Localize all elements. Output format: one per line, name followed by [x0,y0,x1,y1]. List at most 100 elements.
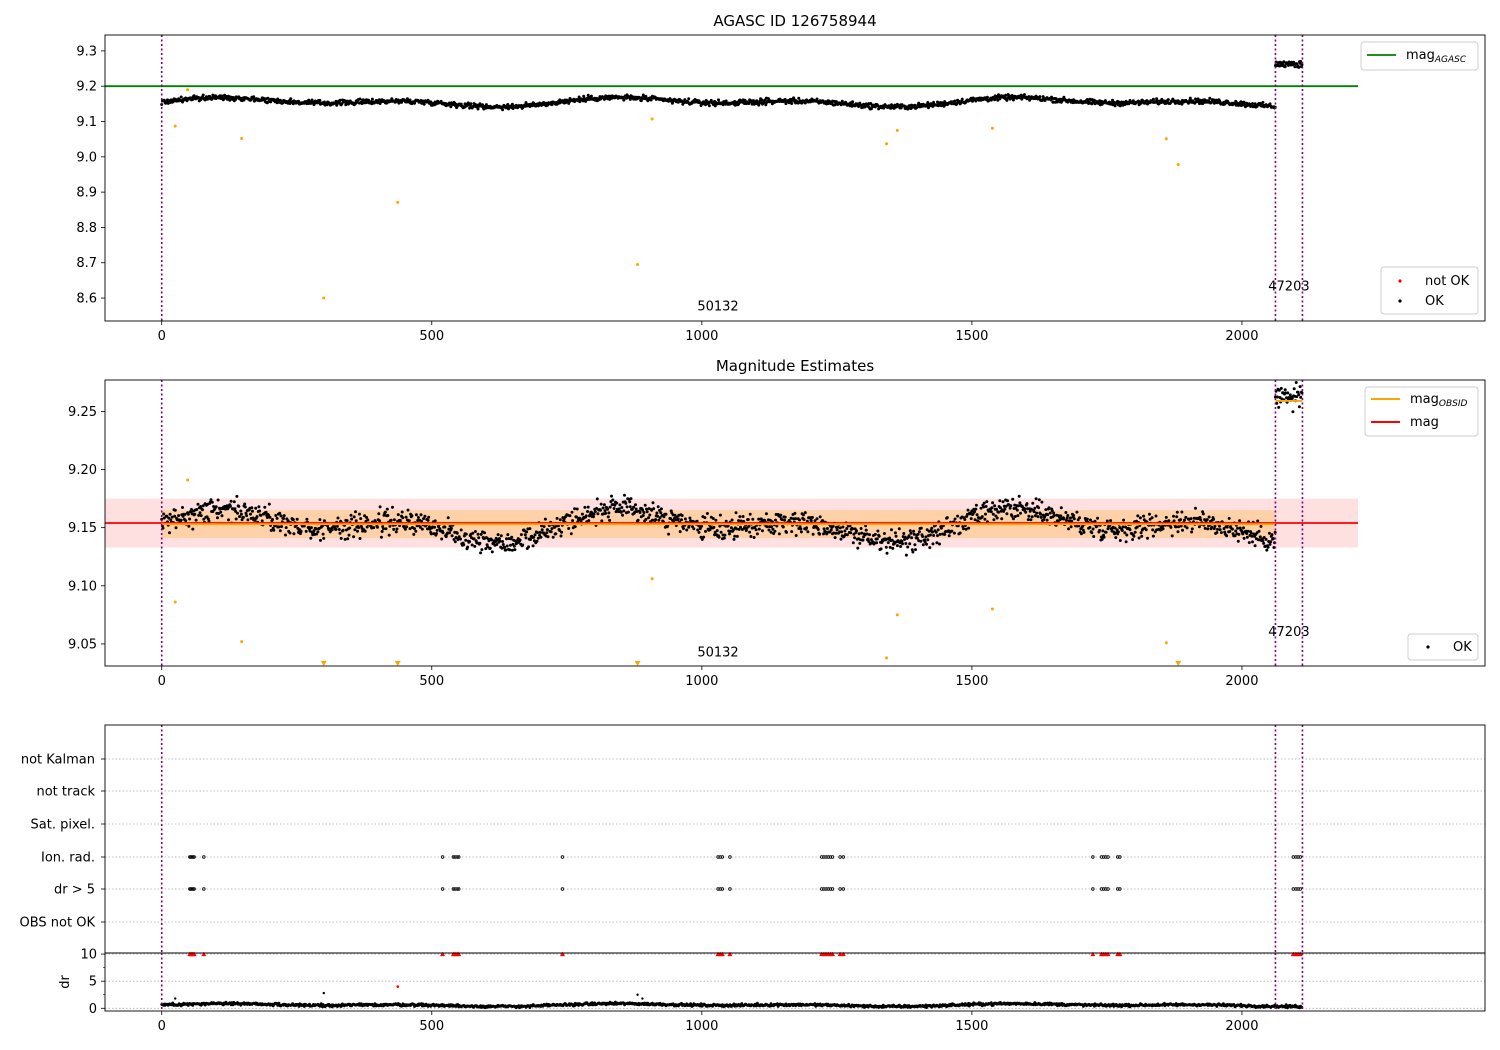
data-point [757,517,761,521]
data-point [210,500,214,504]
legend-label-mag-agasc: magAGASC [1406,48,1467,65]
data-point [350,517,354,521]
data-point [433,519,437,523]
data-point [647,516,650,520]
data-point [626,510,630,514]
data-point [1148,512,1151,516]
data-point [380,530,384,533]
data-point [735,527,739,531]
data-point [1174,525,1178,529]
data-point [353,528,357,532]
data-point [320,661,327,666]
data-point [860,531,864,535]
data-point [478,541,482,545]
data-point [1198,516,1202,519]
data-point [240,640,244,644]
data-point [238,515,241,519]
data-point [1136,514,1140,518]
data-point [1268,542,1272,546]
data-point [295,517,299,521]
data-point [278,529,282,533]
data-point [319,538,322,542]
data-point [392,518,396,522]
data-point [1237,532,1241,536]
data-point [1262,536,1266,539]
data-point [711,517,715,520]
data-point [346,537,350,541]
data-point [1065,516,1069,520]
data-point [790,102,794,105]
data-point [275,516,279,520]
data-point [1265,548,1269,552]
data-point [592,512,596,516]
data-point [1277,388,1281,392]
data-point [377,512,381,516]
data-point [963,518,967,521]
data-point [628,500,632,504]
flag-marker [841,855,846,859]
legend-label-ok: OK [1425,294,1444,309]
data-point [414,513,418,517]
data-point [962,527,965,531]
data-point [538,530,542,534]
data-point [1251,102,1254,106]
data-point [967,526,971,530]
chart-title: Magnitude Estimates [716,357,874,375]
data-point [558,518,562,522]
data-point [473,530,477,533]
data-point [512,544,516,548]
data-point [1225,525,1229,529]
data-point [427,515,431,519]
data-point [715,529,719,533]
data-point [910,536,914,540]
data-point [719,530,723,534]
data-point [875,541,879,545]
data-point [435,528,439,532]
flag-marker [440,887,445,891]
data-point [1013,515,1017,518]
data-point [429,532,433,536]
data-point [599,508,602,512]
flag-marker [192,887,196,891]
flag-marker [728,855,732,859]
data-point [1088,525,1092,529]
data-point [1166,98,1170,102]
data-point [510,548,514,552]
data-point [628,505,632,509]
data-point [831,524,835,528]
data-point [468,540,472,544]
data-point [302,524,306,528]
data-point [1185,526,1189,530]
flag-marker [1296,887,1300,891]
flag-marker [202,887,206,891]
data-point [358,97,362,101]
flag-marker [828,887,833,891]
data-point [1118,526,1122,529]
data-point [186,88,190,92]
data-point [618,503,622,507]
data-point [558,529,562,532]
data-point [1003,507,1007,511]
data-point [519,533,523,537]
data-point [825,527,829,530]
data-point [875,537,879,541]
data-point [550,103,554,107]
data-point [1241,532,1245,536]
data-point [1120,529,1124,532]
data-point [790,530,794,534]
data-point [469,102,473,106]
data-point [1092,535,1096,538]
data-point [768,518,772,522]
data-point [228,504,232,508]
data-point [658,516,662,520]
data-point [1213,524,1217,528]
data-point [284,533,287,537]
data-point [396,513,400,517]
data-point [1072,517,1076,521]
data-point [272,528,276,532]
data-point [810,515,814,519]
data-point [925,542,928,546]
data-point [1023,507,1027,511]
data-point [1062,517,1066,521]
data-point [1024,510,1028,514]
